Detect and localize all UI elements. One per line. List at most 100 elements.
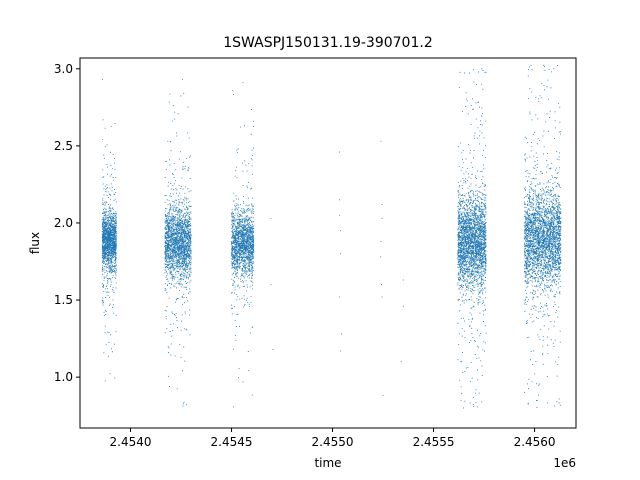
data-point xyxy=(237,223,239,225)
data-point xyxy=(182,225,184,226)
data-point xyxy=(105,217,107,219)
data-point xyxy=(115,214,117,216)
data-point xyxy=(182,199,184,201)
data-point xyxy=(237,230,239,232)
data-point xyxy=(247,227,249,229)
data-point xyxy=(186,212,188,213)
data-point xyxy=(173,218,175,219)
data-point xyxy=(109,193,110,195)
data-point xyxy=(241,260,243,262)
data-point xyxy=(104,215,106,216)
data-point xyxy=(104,234,106,236)
data-point xyxy=(243,252,245,254)
data-point xyxy=(241,244,243,246)
data-point xyxy=(110,221,112,223)
data-point xyxy=(112,265,114,267)
data-point xyxy=(231,211,233,213)
data-point xyxy=(109,259,110,261)
data-point xyxy=(106,164,108,165)
data-point xyxy=(231,212,233,214)
data-point xyxy=(243,211,245,213)
data-point xyxy=(176,249,178,250)
data-point xyxy=(165,214,167,216)
data-point xyxy=(236,262,238,264)
data-point xyxy=(186,276,188,278)
data-point xyxy=(243,270,245,272)
data-point xyxy=(102,235,104,237)
data-point xyxy=(110,225,111,227)
data-point xyxy=(111,262,113,264)
data-point xyxy=(113,218,114,219)
data-point xyxy=(252,261,254,262)
data-point xyxy=(111,221,113,223)
data-point xyxy=(241,257,243,259)
data-point xyxy=(247,246,249,248)
data-point xyxy=(168,214,170,216)
data-point xyxy=(250,109,252,110)
data-point xyxy=(188,235,190,237)
data-point xyxy=(245,247,247,249)
data-point xyxy=(235,269,237,270)
data-point xyxy=(186,256,188,258)
data-point xyxy=(169,252,171,254)
data-point xyxy=(180,227,182,229)
data-point xyxy=(244,226,246,228)
data-point xyxy=(180,249,182,250)
data-point xyxy=(113,251,115,253)
data-point xyxy=(164,250,166,252)
data-point xyxy=(109,207,111,209)
data-point xyxy=(182,222,184,224)
data-point xyxy=(176,240,178,242)
data-point xyxy=(169,227,171,228)
data-point xyxy=(175,255,176,257)
data-point xyxy=(185,328,187,330)
data-point xyxy=(111,268,112,270)
data-point xyxy=(111,250,113,252)
data-point xyxy=(110,252,112,254)
data-point xyxy=(101,249,103,251)
data-point xyxy=(237,262,239,264)
data-point xyxy=(177,246,179,248)
data-point xyxy=(114,222,116,223)
data-point xyxy=(250,248,252,250)
data-point xyxy=(235,170,237,172)
data-point xyxy=(187,223,189,225)
data-point xyxy=(175,262,177,264)
data-point xyxy=(246,231,248,233)
data-point xyxy=(165,235,167,237)
data-point xyxy=(234,227,236,229)
data-point xyxy=(235,259,237,261)
scatter-points xyxy=(101,64,562,409)
data-point xyxy=(188,314,190,316)
data-point xyxy=(166,243,168,245)
data-point xyxy=(108,258,110,260)
data-point xyxy=(239,239,241,241)
data-point xyxy=(237,233,239,235)
data-point xyxy=(247,231,248,233)
data-point xyxy=(175,262,177,263)
data-point xyxy=(165,266,167,268)
data-point xyxy=(236,234,238,236)
data-point xyxy=(164,253,166,255)
data-point xyxy=(243,212,245,214)
data-point xyxy=(246,210,248,212)
data-point xyxy=(112,262,114,263)
data-point xyxy=(239,259,241,261)
data-point xyxy=(103,221,105,223)
data-point xyxy=(252,266,254,268)
data-point xyxy=(168,375,170,377)
data-point xyxy=(233,272,235,274)
data-point xyxy=(236,259,238,261)
data-point xyxy=(168,297,170,299)
data-point xyxy=(189,217,191,219)
data-point xyxy=(166,218,168,220)
data-point xyxy=(105,251,107,253)
data-point xyxy=(239,261,241,263)
data-point xyxy=(235,198,237,200)
data-point xyxy=(115,267,117,269)
data-point xyxy=(108,236,110,238)
data-point xyxy=(103,223,105,225)
data-point xyxy=(180,253,182,255)
data-point xyxy=(111,220,112,221)
data-point xyxy=(182,405,184,407)
